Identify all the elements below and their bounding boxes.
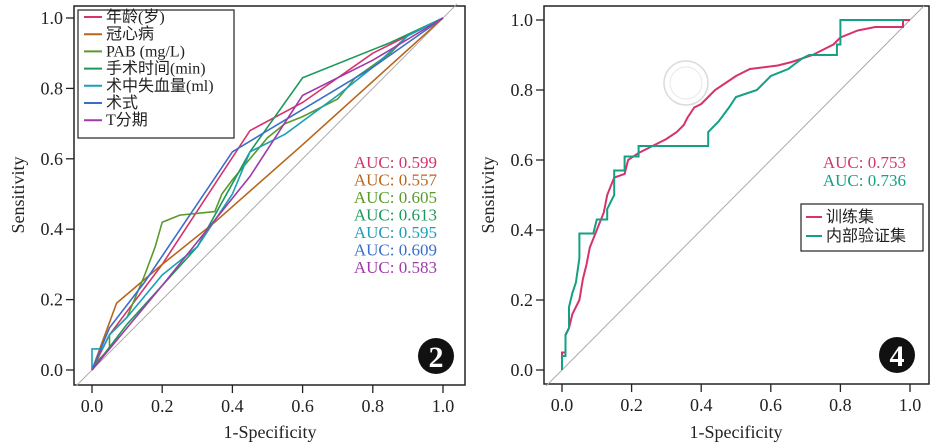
auc-label: AUC: 0.595 xyxy=(354,223,437,242)
legend-label: 手术时间(min) xyxy=(106,60,206,78)
x-tick-label: 0.0 xyxy=(551,395,574,415)
y-tick-label: 0.2 xyxy=(511,290,534,310)
y-tick-label: 0.6 xyxy=(511,150,534,170)
roc-curve-1 xyxy=(91,17,444,371)
auc-label: AUC: 0.736 xyxy=(823,171,906,190)
y-tick-label: 0.0 xyxy=(41,360,64,380)
auc-label: AUC: 0.613 xyxy=(354,206,437,225)
roc-curves xyxy=(561,19,910,370)
x-axis-title: 1-Specificity xyxy=(690,422,783,442)
auc-label: AUC: 0.599 xyxy=(354,153,437,172)
watermark xyxy=(663,60,709,106)
x-tick-label: 0.6 xyxy=(291,396,314,416)
reference-diagonal xyxy=(545,5,925,387)
x-tick-label: 0.0 xyxy=(81,396,104,416)
auc-label: AUC: 0.753 xyxy=(823,153,906,172)
x-tick-label: 0.6 xyxy=(760,395,783,415)
axis-ticks: 0.0 0.2 0.4 0.6 0.8 1.0 0.0 0.2 0.4 0.6 0.8 1.0 xyxy=(41,8,455,416)
auc-label: AUC: 0.557 xyxy=(354,171,438,190)
legend-box xyxy=(77,9,235,139)
svg-text:2: 2 xyxy=(429,341,444,374)
y-tick-label: 1.0 xyxy=(41,8,64,28)
legend-label: 术式 xyxy=(106,94,138,112)
roc-curve-0 xyxy=(561,19,910,370)
y-tick-label: 0.4 xyxy=(511,220,534,240)
y-tick-label: 0.0 xyxy=(511,360,534,380)
auc-label: AUC: 0.605 xyxy=(354,188,437,207)
y-axis-title: Sensitivity xyxy=(478,156,498,233)
y-tick-label: 0.2 xyxy=(41,290,64,310)
panel-badge: 4 xyxy=(879,337,915,373)
auc-label: AUC: 0.609 xyxy=(354,241,437,260)
legend-label: 训练集 xyxy=(826,208,874,226)
legend-label: T分期 xyxy=(106,111,148,129)
axis-ticks: 0.0 0.2 0.4 0.6 0.8 1.0 0.0 0.2 0.4 0.6 0.8 1.0 xyxy=(511,10,922,415)
legend-label: 内部验证集 xyxy=(826,227,906,245)
x-tick-label: 1.0 xyxy=(432,396,455,416)
auc-label: AUC: 0.583 xyxy=(354,258,437,277)
legend-label: PAB (mg/L) xyxy=(106,43,185,60)
roc-curves xyxy=(91,17,444,371)
x-tick-label: 0.4 xyxy=(221,396,244,416)
y-tick-label: 0.4 xyxy=(41,219,64,239)
y-tick-label: 0.8 xyxy=(511,80,534,100)
roc-curve-1 xyxy=(561,19,903,370)
y-tick-label: 0.6 xyxy=(41,149,64,169)
roc-curve-5 xyxy=(91,17,444,371)
legend-label: 年龄(岁) xyxy=(106,8,165,26)
roc-panel-right: 0.0 0.2 0.4 0.6 0.8 1.0 0.0 0.2 0.4 0.6 0.8 1.0 1-S… xyxy=(478,5,930,442)
legend-label: 术中失血量(ml) xyxy=(106,77,214,95)
x-tick-label: 0.8 xyxy=(362,396,385,416)
x-tick-label: 1.0 xyxy=(899,395,922,415)
panel-badge: 2 xyxy=(418,338,454,374)
reference-diagonal xyxy=(75,3,458,387)
legend-box xyxy=(800,203,924,252)
svg-text:4: 4 xyxy=(890,340,905,373)
x-tick-label: 0.8 xyxy=(829,395,852,415)
y-axis-title: Sensitivity xyxy=(8,156,28,233)
roc-curve-6 xyxy=(91,17,444,371)
x-tick-label: 0.2 xyxy=(620,395,643,415)
legend-label: 冠心病 xyxy=(106,25,154,43)
roc-panel-left: 0.0 0.2 0.4 0.6 0.8 1.0 0.0 0.2 0.4 0.6 0.8 1.0 1-S… xyxy=(8,3,466,442)
y-tick-label: 0.8 xyxy=(41,78,64,98)
x-axis-title: 1-Specificity xyxy=(224,422,317,442)
x-tick-label: 0.2 xyxy=(151,396,174,416)
x-tick-label: 0.4 xyxy=(690,395,713,415)
y-tick-label: 1.0 xyxy=(511,10,534,30)
